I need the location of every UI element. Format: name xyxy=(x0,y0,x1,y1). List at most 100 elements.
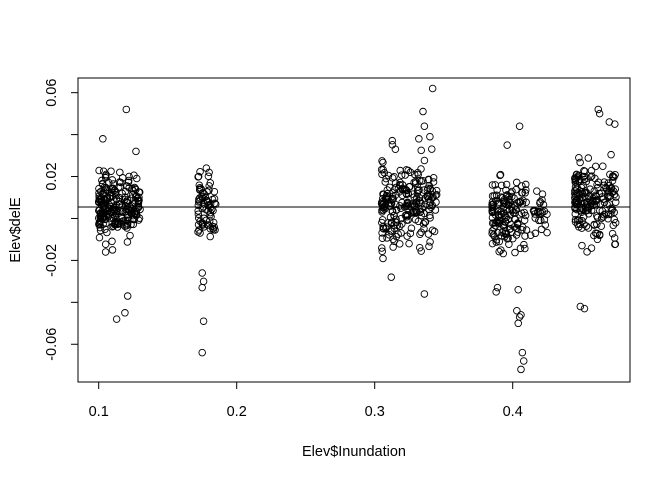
data-point xyxy=(426,132,434,141)
data-point xyxy=(206,224,215,233)
data-point xyxy=(110,220,119,229)
data-point xyxy=(116,168,124,177)
data-point xyxy=(198,348,206,357)
data-point xyxy=(132,147,140,156)
data-point xyxy=(594,105,603,114)
data-point xyxy=(518,189,527,197)
data-point xyxy=(535,216,543,225)
data-point xyxy=(522,180,530,189)
data-point xyxy=(112,315,121,323)
data-point xyxy=(123,196,132,204)
data-point xyxy=(403,186,411,195)
data-point xyxy=(537,225,546,234)
data-point xyxy=(401,171,409,179)
data-point xyxy=(405,239,413,248)
data-point xyxy=(432,186,441,195)
data-point xyxy=(500,220,509,229)
data-point xyxy=(121,309,129,317)
data-point xyxy=(417,247,425,255)
data-point xyxy=(101,215,110,223)
data-point xyxy=(405,183,413,191)
data-point xyxy=(573,205,581,214)
data-point xyxy=(430,227,439,236)
data-point xyxy=(541,221,550,229)
data-point xyxy=(111,217,119,226)
data-point xyxy=(378,244,386,252)
data-point xyxy=(587,244,596,252)
y-axis-label: Elev$delE xyxy=(8,197,24,263)
data-point xyxy=(426,238,434,246)
data-point xyxy=(425,201,434,210)
data-point xyxy=(493,186,501,194)
data-point xyxy=(123,292,132,300)
y-axis: -0.06 -0.02 0.02 0.06 xyxy=(44,79,79,361)
data-point xyxy=(505,195,513,204)
data-point xyxy=(390,211,398,220)
data-point xyxy=(414,186,422,195)
data-point xyxy=(203,197,212,205)
data-point xyxy=(417,146,425,155)
data-point xyxy=(511,248,519,257)
data-point xyxy=(489,231,498,239)
data-point xyxy=(518,226,526,234)
data-point xyxy=(198,283,206,292)
data-point xyxy=(503,235,512,243)
data-point xyxy=(611,240,619,249)
data-point xyxy=(397,171,406,179)
data-point xyxy=(129,211,137,220)
data-point xyxy=(196,186,204,194)
data-point xyxy=(502,191,511,200)
data-point xyxy=(428,84,437,93)
data-point xyxy=(490,192,498,200)
data-point xyxy=(424,230,433,238)
data-point xyxy=(131,197,140,205)
data-point xyxy=(99,135,107,143)
data-point xyxy=(127,194,136,202)
data-point xyxy=(591,162,600,171)
data-point xyxy=(196,167,204,176)
data-point xyxy=(109,210,117,218)
data-point xyxy=(411,215,420,224)
data-point xyxy=(506,211,514,219)
data-point xyxy=(580,167,588,175)
data-point xyxy=(580,304,589,313)
data-point xyxy=(519,357,528,365)
data-point xyxy=(415,135,423,143)
data-point xyxy=(501,227,510,236)
data-point xyxy=(118,214,126,223)
data-point xyxy=(571,218,580,226)
data-point xyxy=(118,189,126,198)
data-point xyxy=(426,214,434,222)
data-point xyxy=(575,216,583,224)
data-point xyxy=(383,186,392,194)
data-point xyxy=(392,232,401,241)
data-point xyxy=(491,211,500,219)
data-point xyxy=(415,243,424,252)
data-point xyxy=(379,158,387,167)
data-point xyxy=(389,243,397,251)
data-point xyxy=(118,217,127,225)
data-point xyxy=(584,154,593,162)
data-point xyxy=(413,168,422,177)
data-point xyxy=(209,224,217,233)
data-point xyxy=(611,218,620,227)
data-point xyxy=(128,190,137,199)
data-point xyxy=(610,234,619,242)
data-point xyxy=(194,207,202,215)
data-point xyxy=(520,216,529,225)
data-point xyxy=(206,232,214,241)
data-point xyxy=(543,228,551,237)
data-point xyxy=(98,176,106,185)
data-point xyxy=(504,215,513,224)
x-axis-label: Elev$Inundation xyxy=(302,444,406,460)
data-point xyxy=(495,217,504,225)
data-point xyxy=(533,187,541,195)
data-point xyxy=(100,213,109,222)
data-point xyxy=(611,120,619,128)
data-point xyxy=(403,199,412,207)
data-point xyxy=(583,248,591,256)
data-point xyxy=(609,221,618,230)
data-point xyxy=(488,200,496,209)
data-point xyxy=(108,237,116,246)
data-point xyxy=(420,122,429,130)
